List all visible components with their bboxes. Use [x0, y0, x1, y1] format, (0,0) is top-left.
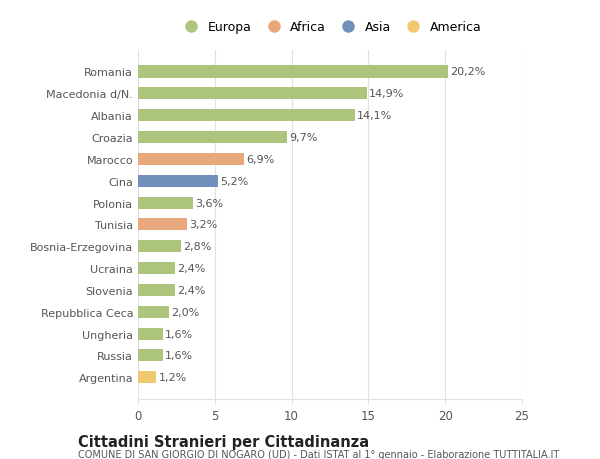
- Text: Cittadini Stranieri per Cittadinanza: Cittadini Stranieri per Cittadinanza: [78, 434, 369, 449]
- Text: 1,2%: 1,2%: [159, 373, 187, 382]
- Text: 3,6%: 3,6%: [196, 198, 224, 208]
- Text: 3,2%: 3,2%: [190, 220, 218, 230]
- Bar: [138, 350, 163, 362]
- Text: COMUNE DI SAN GIORGIO DI NOGARO (UD) - Dati ISTAT al 1° gennaio - Elaborazione T: COMUNE DI SAN GIORGIO DI NOGARO (UD) - D…: [78, 449, 559, 459]
- Bar: [138, 306, 169, 318]
- Bar: [138, 197, 193, 209]
- Bar: [138, 219, 187, 231]
- Text: 2,0%: 2,0%: [171, 307, 199, 317]
- Text: 2,4%: 2,4%: [177, 285, 206, 295]
- Legend: Europa, Africa, Asia, America: Europa, Africa, Asia, America: [176, 18, 484, 36]
- Bar: [138, 175, 218, 187]
- Bar: [138, 284, 175, 297]
- Text: 6,9%: 6,9%: [246, 155, 275, 164]
- Text: 1,6%: 1,6%: [165, 329, 193, 339]
- Bar: [138, 110, 355, 122]
- Text: 14,1%: 14,1%: [357, 111, 392, 121]
- Text: 9,7%: 9,7%: [289, 133, 317, 143]
- Text: 1,6%: 1,6%: [165, 351, 193, 361]
- Text: 2,8%: 2,8%: [184, 242, 212, 252]
- Bar: [138, 67, 448, 78]
- Bar: [138, 371, 157, 383]
- Bar: [138, 88, 367, 100]
- Text: 20,2%: 20,2%: [451, 67, 486, 77]
- Bar: [138, 241, 181, 253]
- Text: 5,2%: 5,2%: [220, 176, 248, 186]
- Bar: [138, 328, 163, 340]
- Bar: [138, 263, 175, 274]
- Text: 14,9%: 14,9%: [369, 89, 404, 99]
- Bar: [138, 132, 287, 144]
- Text: 2,4%: 2,4%: [177, 263, 206, 274]
- Bar: [138, 153, 244, 166]
